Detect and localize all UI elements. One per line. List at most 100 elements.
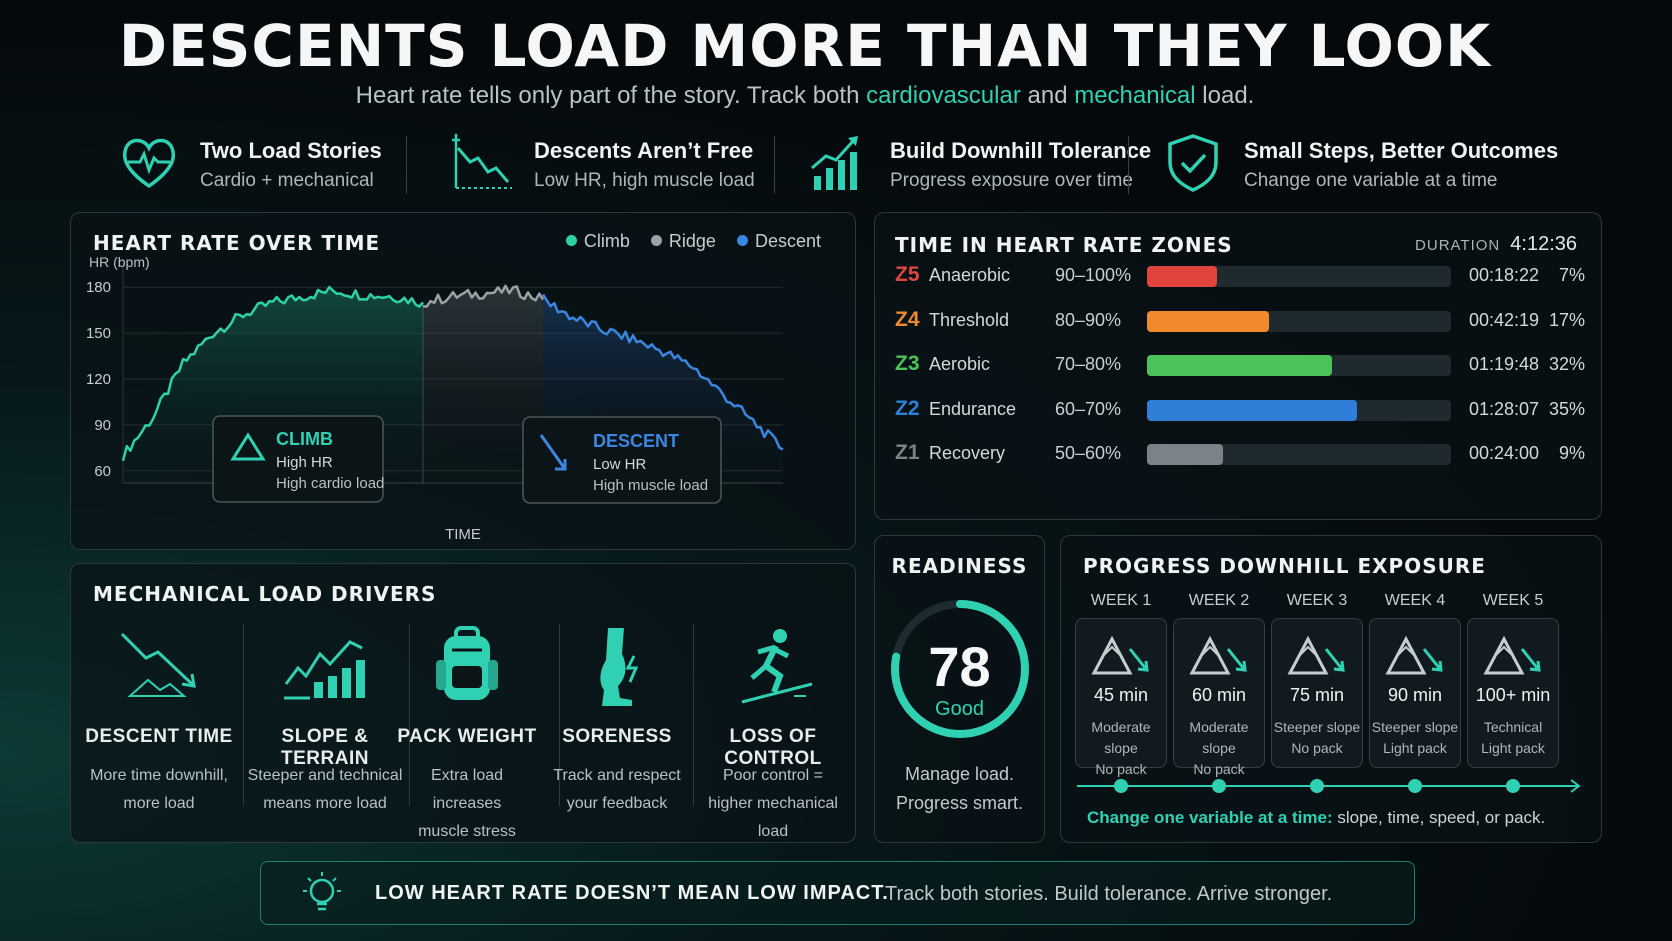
mountain-descent-icon (1189, 635, 1247, 675)
zone-id: Z1 (895, 441, 920, 464)
zone-bar-track (1147, 355, 1451, 376)
y-tick-label: 150 (86, 325, 111, 342)
zone-percent: 32% (1548, 354, 1585, 374)
week-card-body: 90 min Steeper slope Light pack (1369, 618, 1461, 768)
driver-pack-weight: PACK WEIGHT Extra load increases muscle s… (397, 626, 537, 840)
zones-title: TIME IN HEART RATE ZONES (895, 233, 1233, 257)
arrow-down-right-icon (539, 434, 567, 470)
week-card-body: 60 min Moderate slope No pack (1173, 618, 1265, 777)
climb-callout: CLIMB High HR High cardio load (212, 415, 384, 503)
series-line-climb (121, 285, 424, 462)
week-label: WEEK 4 (1384, 592, 1446, 609)
zone-row-z1: Z1 Recovery 50–60% 00:24:00 9% (895, 439, 1585, 469)
heart-pulse-icon (122, 138, 176, 189)
timeline-dot (1506, 779, 1520, 793)
week-label: WEEK 2 (1188, 592, 1250, 609)
progress-timeline (1077, 779, 1581, 793)
heart-rate-panel: 180 150 120 90 60 HR (bpm) TIME CLIMB High H… (70, 212, 856, 550)
zone-row-z4: Z4 Threshold 80–90% 00:42:19 17% (895, 306, 1585, 336)
timeline-dot (1212, 779, 1226, 793)
week-card-1: WEEK 1 45 min Moderate slope No pack (1075, 592, 1167, 777)
zone-name: Threshold (929, 309, 1010, 330)
zone-bar-track (1147, 266, 1451, 287)
hr-zones-panel: TIME IN HEART RATE ZONES DURATION 4:12:36… (874, 212, 1602, 520)
week-card-body: 75 min Steeper slope No pack (1271, 618, 1363, 768)
zone-percent: 9% (1558, 443, 1585, 463)
zone-bar-fill (1147, 310, 1269, 332)
rising-bars-icon (811, 136, 858, 190)
week-minutes: 75 min (1289, 685, 1345, 705)
week-card-5: WEEK 5 100+ min Technical Light pack (1467, 592, 1559, 768)
descent-callout: DESCENT Low HR High muscle load (522, 416, 722, 504)
lightbulb-icon (303, 872, 341, 911)
chart-legend: Climb Ridge Descent (550, 231, 821, 252)
descent-graph-icon (120, 632, 196, 697)
zone-row-z3: Z3 Aerobic 70–80% 01:19:48 32% (895, 350, 1585, 380)
zone-bar-fill (1147, 266, 1217, 287)
shield-check-icon (1168, 134, 1218, 192)
zone-range: 70–80% (1055, 354, 1122, 374)
triangle-icon (230, 432, 266, 461)
progress-title: PROGRESS DOWNHILL EXPOSURE (1083, 554, 1486, 578)
zone-id: Z5 (895, 263, 920, 286)
readiness-score: 78 (928, 635, 991, 698)
x-axis-label: TIME (445, 526, 481, 543)
timeline-dot (1408, 779, 1422, 793)
zone-time: 01:19:48 (1469, 354, 1540, 374)
week-card-3: WEEK 3 75 min Steeper slope No pack (1271, 592, 1363, 768)
zone-id: Z3 (895, 352, 920, 375)
y-tick-label: 180 (86, 279, 111, 296)
timeline-dot (1114, 779, 1128, 793)
week-card-body: 45 min Moderate slope No pack (1075, 618, 1167, 777)
week-card-4: WEEK 4 90 min Steeper slope Light pack (1369, 592, 1461, 768)
zone-bar-fill (1147, 444, 1223, 465)
zone-row-z2: Z2 Endurance 60–70% 01:28:07 35% (895, 395, 1585, 425)
bottom-banner: LOW HEART RATE DOESN’T MEAN LOW IMPACT. … (260, 861, 1415, 925)
week-minutes: 90 min (1387, 685, 1443, 705)
mountain-descent-icon (1385, 635, 1443, 675)
zone-percent: 7% (1558, 265, 1585, 285)
banner-rest: Track both stories. Build tolerance. Arr… (885, 883, 1333, 905)
hr-panel-title: HEART RATE OVER TIME (93, 231, 381, 255)
series-line-descent (541, 293, 784, 451)
svg-text:CLIMB: CLIMB (276, 429, 333, 449)
slipping-person-icon (741, 629, 813, 704)
descending-line-icon (452, 134, 512, 189)
zone-range: 50–60% (1055, 443, 1122, 463)
svg-text:DESCENT: DESCENT (593, 431, 679, 451)
readiness-panel: READINESS 78 Good Manage load. Progress s… (874, 535, 1045, 843)
readiness-gauge (891, 600, 1029, 738)
banner-lead: LOW HEART RATE DOESN’T MEAN LOW IMPACT. (375, 882, 889, 904)
zone-id: Z2 (895, 396, 920, 420)
zone-time: 00:18:22 (1469, 265, 1540, 285)
zone-time: 00:24:00 (1469, 443, 1540, 463)
driver-loss-of-control: LOSS OF CONTROL Poor control = higher mec… (693, 626, 853, 840)
duration-readout: DURATION 4:12:36 (1415, 233, 1577, 255)
backpack-icon (436, 626, 498, 700)
zone-range: 80–90% (1055, 309, 1122, 330)
zone-name: Endurance (929, 398, 1017, 419)
week-label: WEEK 1 (1090, 592, 1152, 609)
svg-text:High muscle load: High muscle load (593, 477, 708, 494)
zone-bar-track (1147, 444, 1451, 465)
week-card-2: WEEK 2 60 min Moderate slope No pack (1173, 592, 1265, 777)
page-subtitle: Heart rate tells only part of the story.… (355, 82, 1255, 109)
readiness-label: Good (935, 698, 984, 720)
area-ridge (423, 285, 543, 483)
readiness-title: READINESS (891, 554, 1028, 578)
zone-name: Recovery (929, 443, 1006, 463)
y-tick-label: 90 (94, 417, 111, 434)
divider (1128, 136, 1129, 194)
legend-climb: Climb (565, 231, 630, 251)
svg-text:Low HR: Low HR (593, 456, 647, 473)
terrain-bars-icon (284, 640, 365, 700)
zone-id: Z4 (895, 307, 920, 331)
y-axis-label: HR (bpm) (89, 254, 150, 270)
zone-time: 01:28:07 (1469, 398, 1540, 419)
week-label: WEEK 5 (1482, 592, 1544, 609)
legend-descent: Descent (736, 231, 821, 251)
zone-time: 00:42:19 (1469, 309, 1540, 330)
driver-descent-time: DESCENT TIME More time downhill, more loa… (81, 626, 237, 826)
divider (774, 136, 775, 194)
page-title: DESCENTS LOAD MORE THAN THEY LOOK (118, 12, 1492, 80)
